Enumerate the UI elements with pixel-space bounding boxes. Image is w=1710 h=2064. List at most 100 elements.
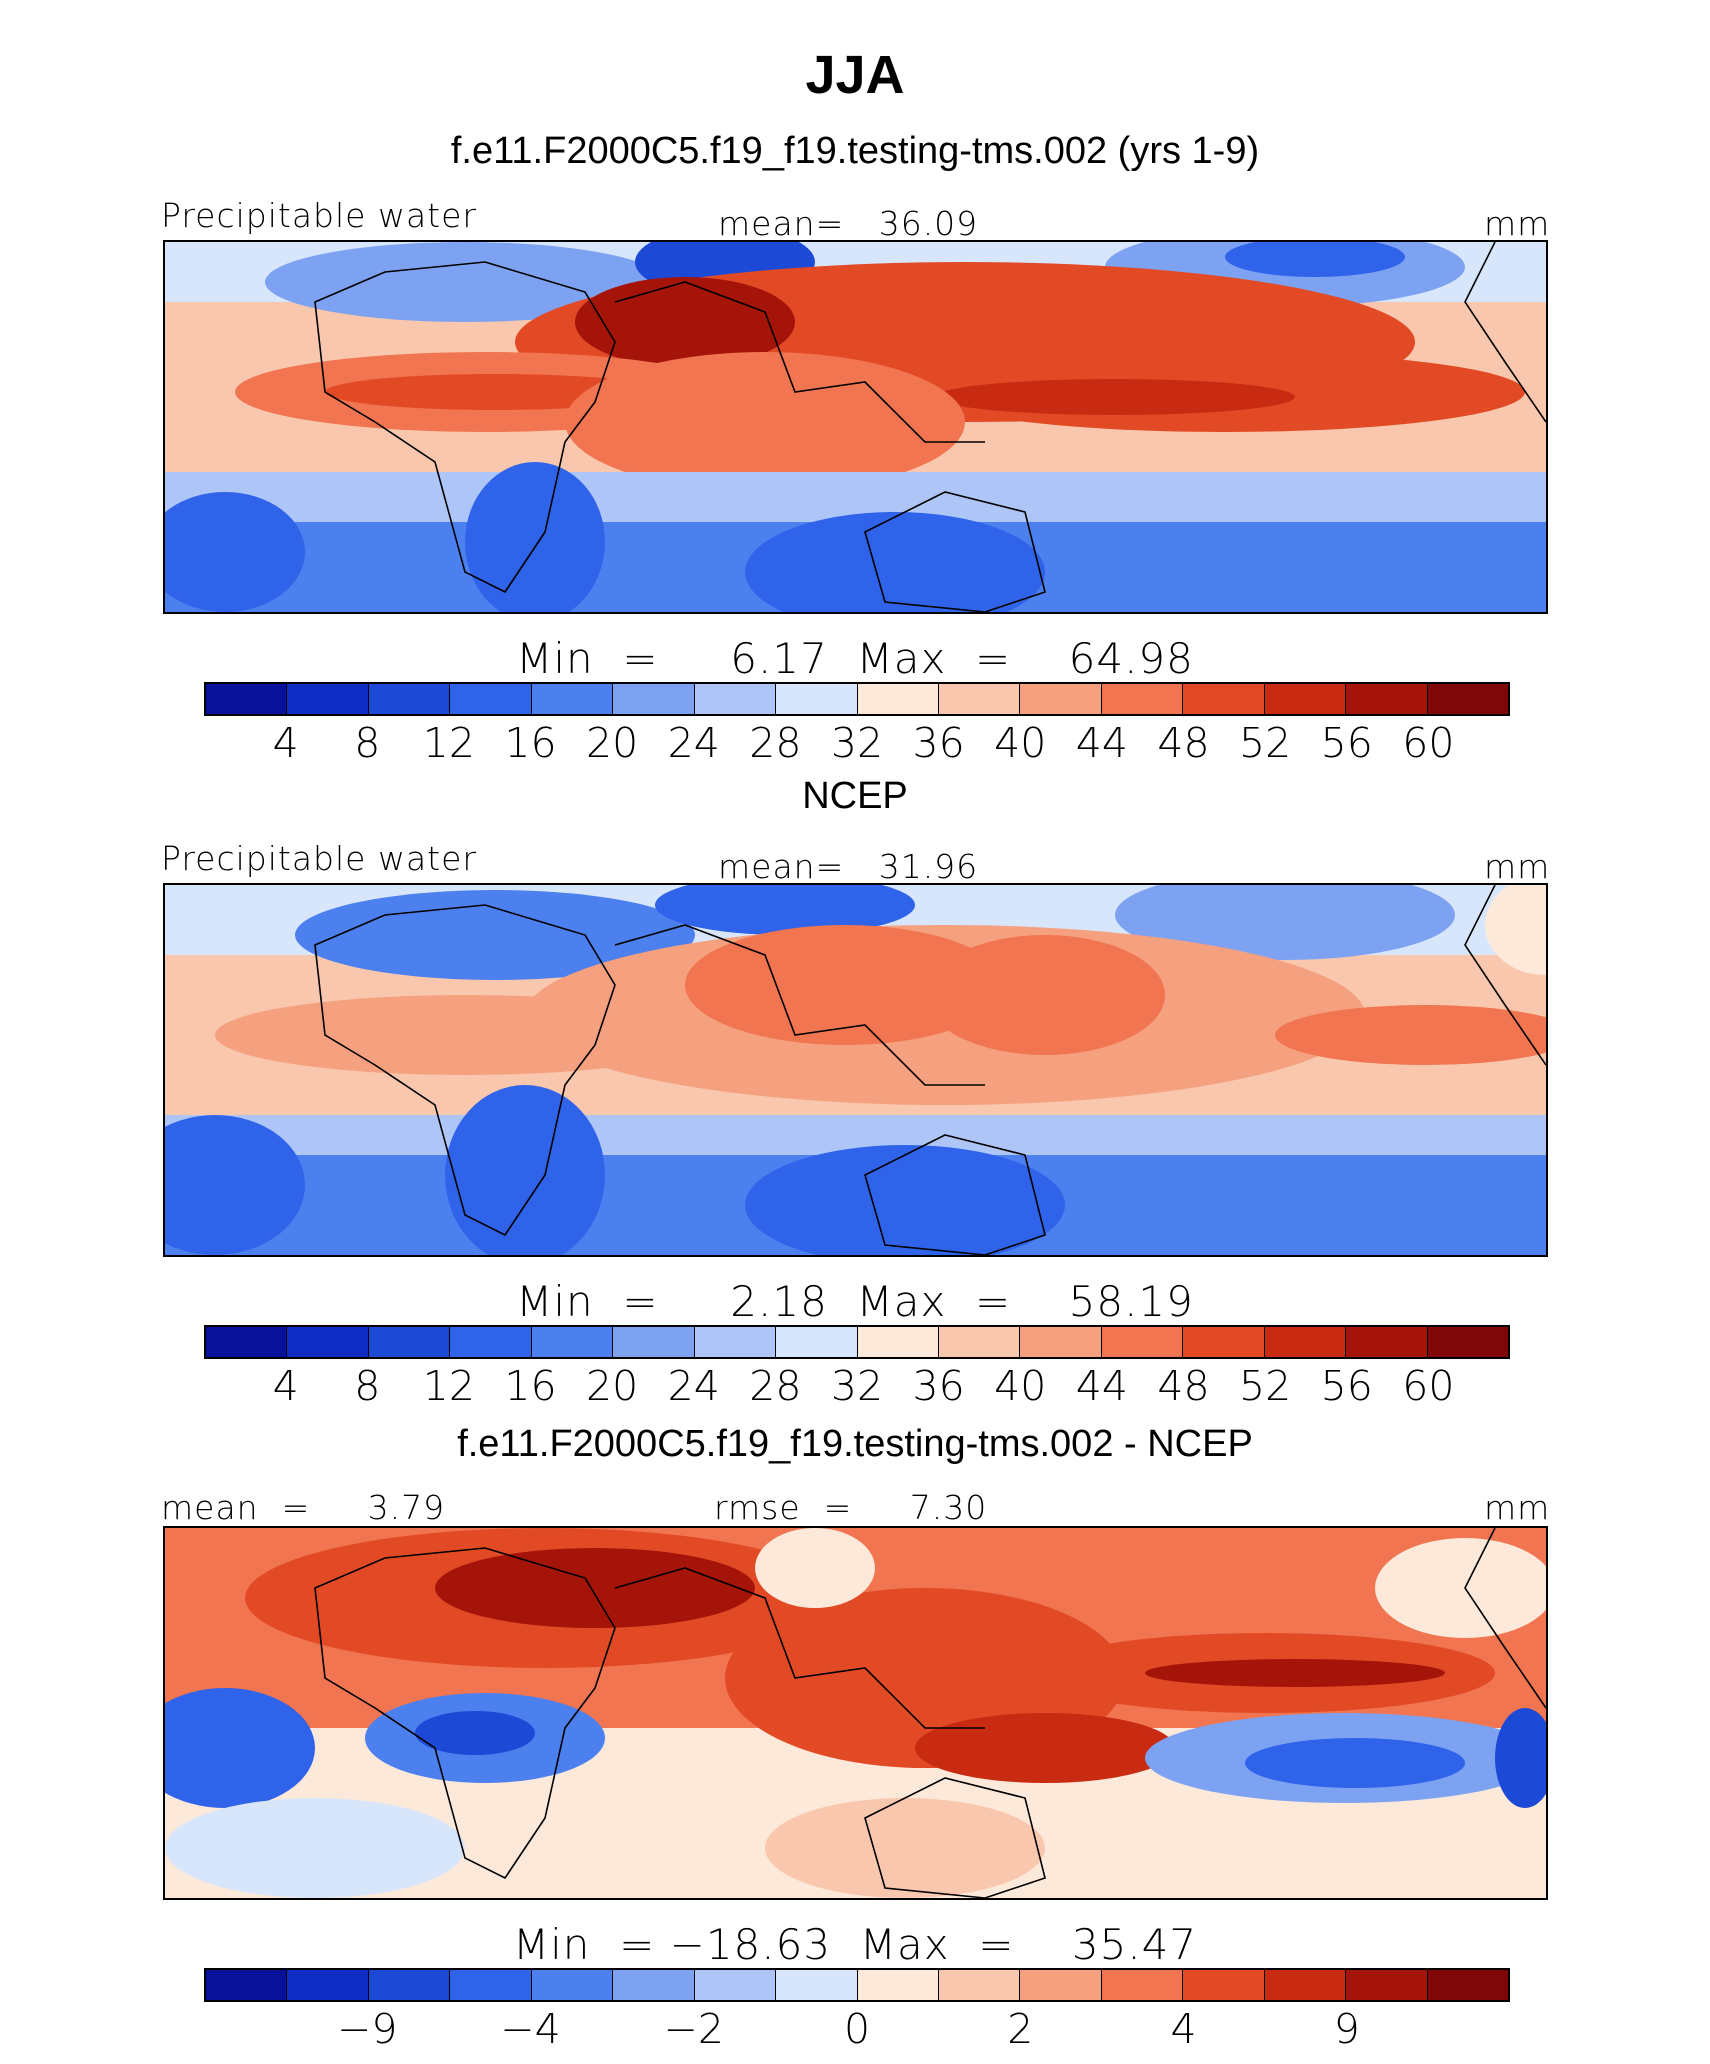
panel-3-map: [163, 1526, 1548, 1900]
colorbar-tick-label: 44: [1075, 1362, 1128, 1410]
colorbar-tick-label: 52: [1239, 1362, 1292, 1410]
field-blob: [1145, 1659, 1445, 1687]
colorbar-tick-label: 4: [272, 719, 299, 767]
colorbar-tick-label: 28: [749, 719, 802, 767]
field-blob: [745, 512, 1045, 612]
figure-title: JJA: [805, 45, 905, 105]
field-blob: [745, 1145, 1065, 1255]
coastline-americas: [1464, 1528, 1546, 1709]
panel-3-map-svg: [165, 1528, 1546, 1898]
colorbar-tick-label: 2: [1007, 2005, 1034, 2053]
colorbar-swatch: [1264, 1327, 1347, 1357]
colorbar-tick-label: 20: [586, 1362, 639, 1410]
coastline-asia: [614, 1567, 985, 1729]
panel-1-colorbar-ticks: 4 8 12 16 20 24 28 32 36 40 44 48 52 56 60: [0, 719, 1710, 769]
panel-2-map-svg: [165, 885, 1546, 1255]
colorbar-tick-label: 4: [272, 1362, 299, 1410]
panel-3-title: f.e11.F2000C5.f19_f19.testing-tms.002 - …: [457, 1423, 1253, 1465]
field-blob: [1495, 1708, 1546, 1808]
coastline-americas: [1464, 242, 1546, 423]
field-blob: [925, 935, 1165, 1055]
colorbar-swatch: [1346, 1970, 1428, 2000]
colorbar-tick-label: 4: [1170, 2005, 1197, 2053]
colorbar-tick-label: 32: [830, 719, 884, 767]
panel-1-minmax: Min = 6.17 Max = 64.98: [516, 634, 1194, 683]
field-blob: [415, 1711, 535, 1755]
colorbar-tick-label: 56: [1320, 719, 1373, 767]
colorbar-swatch: [206, 684, 288, 714]
colorbar-tick-label: 40: [994, 719, 1047, 767]
colorbar-tick-label: 40: [994, 1362, 1047, 1410]
coastline-africa: [314, 1547, 616, 1880]
panel-1-title: f.e11.F2000C5.f19_f19.testing-tms.002 (y…: [450, 130, 1260, 172]
field-blob: [165, 1798, 465, 1898]
panel-2-colorbar: [204, 1325, 1510, 1359]
colorbar-swatch: [613, 684, 695, 714]
colorbar-swatch: [450, 1327, 532, 1357]
panel-2-variable-label: Precipitable water: [161, 839, 477, 878]
colorbar-tick-label: 44: [1075, 719, 1128, 767]
field-blob: [1275, 1005, 1546, 1065]
colorbar-swatch: [1020, 1970, 1102, 2000]
colorbar-tick-label: 9: [1333, 2005, 1360, 2053]
colorbar-swatch: [694, 684, 777, 714]
panel-1-colorbar: [204, 682, 1510, 716]
colorbar-swatch: [938, 684, 1021, 714]
colorbar-swatch: [857, 684, 939, 714]
field-blob: [935, 379, 1295, 415]
colorbar-tick-label: 20: [586, 719, 639, 767]
panel-2-colorbar-ticks: 4 8 12 16 20 24 28 32 36 40 44 48 52 56 60: [0, 1362, 1710, 1412]
coastline-africa: [314, 261, 616, 594]
colorbar-swatch: [287, 1327, 369, 1357]
colorbar-swatch: [287, 684, 369, 714]
coastline-australia: [864, 1134, 1046, 1255]
colorbar-tick-label: 24: [667, 719, 720, 767]
panel-2-minmax: Min = 2.18 Max = 58.19: [516, 1277, 1194, 1326]
colorbar-tick-label: 12: [422, 1362, 475, 1410]
colorbar-swatch: [613, 1970, 695, 2000]
panel-2-units-label: mm: [1484, 847, 1551, 886]
colorbar-swatch: [694, 1970, 777, 2000]
colorbar-swatch: [368, 1327, 451, 1357]
field-blob: [165, 1688, 315, 1808]
colorbar-swatch: [776, 684, 858, 714]
colorbar-swatch: [1101, 684, 1184, 714]
colorbar-tick-label: 12: [422, 719, 475, 767]
panel-2-map: [163, 883, 1548, 1257]
colorbar-swatch: [776, 1970, 858, 2000]
field-blob: [165, 1115, 305, 1255]
panel-1-units-label: mm: [1484, 204, 1551, 243]
panel-1-map: [163, 240, 1548, 614]
field-blob: [295, 890, 695, 980]
field-blob: [915, 1713, 1175, 1783]
colorbar-swatch: [1427, 1327, 1508, 1357]
colorbar-tick-label: 60: [1402, 719, 1455, 767]
colorbar-swatch: [531, 1970, 614, 2000]
colorbar-tick-label: −2: [663, 2005, 724, 2053]
colorbar-tick-label: 32: [830, 1362, 884, 1410]
panel-2-title: NCEP: [802, 775, 908, 817]
colorbar-swatch: [1101, 1970, 1184, 2000]
colorbar-tick-label: 36: [912, 1362, 965, 1410]
panel-1-variable-label: Precipitable water: [161, 196, 477, 235]
coastline-asia: [614, 924, 985, 1086]
colorbar-tick-label: 8: [354, 1362, 381, 1410]
colorbar-swatch: [206, 1327, 288, 1357]
colorbar-tick-label: 48: [1157, 719, 1210, 767]
panel-3-mean-label: mean = 3.79: [161, 1488, 446, 1527]
colorbar-swatch: [857, 1970, 939, 2000]
panel-2-mean-label: mean= 31.96: [718, 847, 979, 886]
colorbar-swatch: [857, 1327, 939, 1357]
colorbar-tick-label: 28: [749, 1362, 802, 1410]
colorbar-tick-label: 52: [1239, 719, 1292, 767]
colorbar-swatch: [368, 684, 451, 714]
colorbar-swatch: [368, 1970, 451, 2000]
colorbar-swatch: [287, 1970, 369, 2000]
field-blob: [1115, 885, 1455, 960]
colorbar-tick-label: 8: [354, 719, 381, 767]
colorbar-tick-label: 36: [912, 719, 965, 767]
panel-1-mean-label: mean= 36.09: [718, 204, 979, 243]
colorbar-swatch: [1183, 684, 1265, 714]
coastline-africa: [314, 904, 616, 1237]
panel-1-map-svg: [165, 242, 1546, 612]
